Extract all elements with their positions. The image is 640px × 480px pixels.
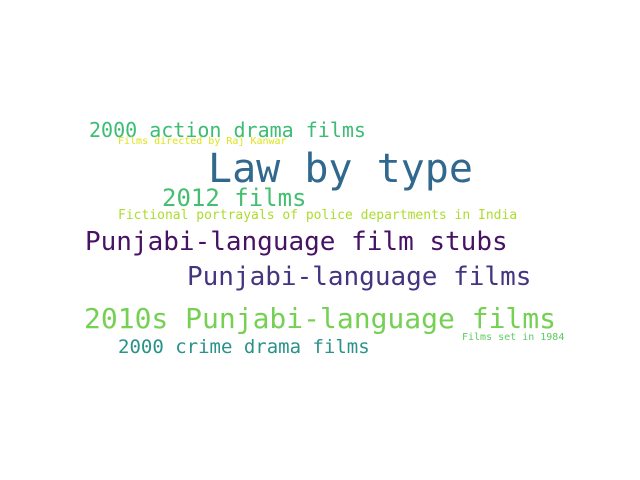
word-films-directed-by-raj-kanwar: Films directed by Raj Kanwar bbox=[118, 136, 287, 147]
word-fictional-portrayals-police-india: Fictional portrayals of police departmen… bbox=[118, 208, 518, 223]
word-punjabi-language-film-stubs: Punjabi-language film stubs bbox=[85, 227, 508, 257]
word-films-set-in-1984: Films set in 1984 bbox=[462, 332, 565, 343]
word-2010s-punjabi-language-films: 2010s Punjabi-language films bbox=[84, 302, 557, 335]
word-punjabi-language-films: Punjabi-language films bbox=[187, 262, 532, 292]
word-2000-crime-drama-films: 2000 crime drama films bbox=[118, 336, 370, 358]
word-2012-films: 2012 films bbox=[162, 184, 307, 212]
word-law-by-type: Law by type bbox=[208, 146, 473, 192]
word-2000-action-drama-films: 2000 action drama films bbox=[89, 118, 366, 142]
